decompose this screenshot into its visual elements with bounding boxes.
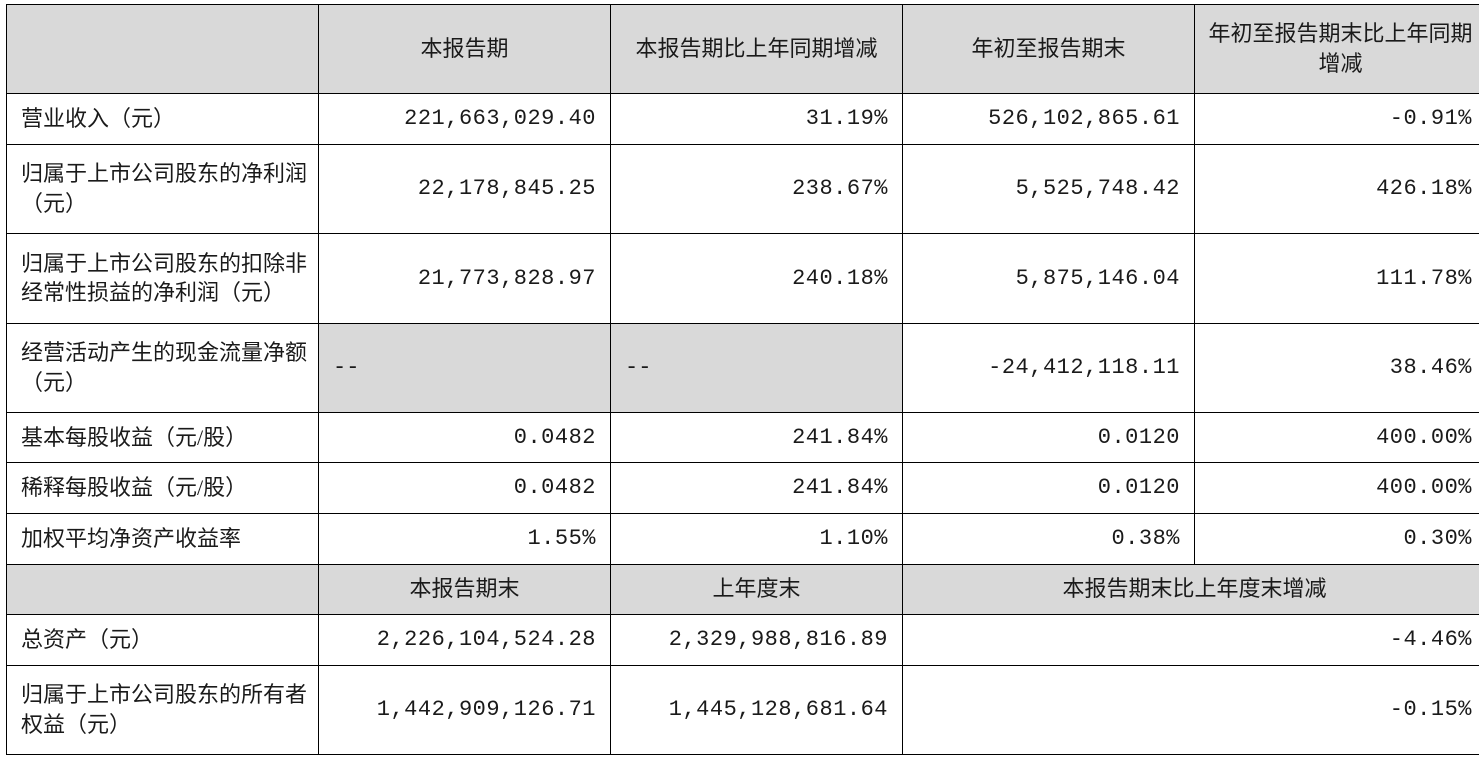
table-row: 加权平均净资产收益率 1.55% 1.10% 0.38% 0.30%	[7, 513, 1479, 564]
row-label: 归属于上市公司股东的扣除非经常性损益的净利润（元）	[7, 234, 319, 323]
financial-table: 本报告期 本报告期比上年同期增减 年初至报告期末 年初至报告期末比上年同期增减 …	[6, 4, 1479, 755]
header-row-bottom: 本报告期末 上年度末 本报告期末比上年度末增减	[7, 564, 1479, 615]
header-current-change: 本报告期比上年同期增减	[611, 5, 903, 94]
cell-value: 5,875,146.04	[903, 234, 1195, 323]
table-row: 经营活动产生的现金流量净额（元） -- -- -24,412,118.11 38…	[7, 323, 1479, 412]
row-label: 归属于上市公司股东的净利润（元）	[7, 144, 319, 233]
table-row: 基本每股收益（元/股） 0.0482 241.84% 0.0120 400.00…	[7, 412, 1479, 463]
header-end-change: 本报告期末比上年度末增减	[903, 564, 1479, 615]
row-label: 加权平均净资产收益率	[7, 513, 319, 564]
cell-value: 0.0120	[903, 412, 1195, 463]
header-ytd: 年初至报告期末	[903, 5, 1195, 94]
row-label: 稀释每股收益（元/股）	[7, 463, 319, 514]
table-row: 总资产（元） 2,226,104,524.28 2,329,988,816.89…	[7, 615, 1479, 666]
header-ytd-change: 年初至报告期末比上年同期增减	[1195, 5, 1479, 94]
cell-value: 221,663,029.40	[319, 94, 611, 145]
cell-value: 0.0482	[319, 463, 611, 514]
cell-value: 426.18%	[1195, 144, 1479, 233]
cell-value: 1,442,909,126.71	[319, 665, 611, 754]
cell-value: 400.00%	[1195, 412, 1479, 463]
cell-value: 1,445,128,681.64	[611, 665, 903, 754]
cell-value: -4.46%	[903, 615, 1479, 666]
header-period-end: 本报告期末	[319, 564, 611, 615]
cell-value: 2,226,104,524.28	[319, 615, 611, 666]
cell-value: 5,525,748.42	[903, 144, 1195, 233]
cell-value: 526,102,865.61	[903, 94, 1195, 145]
cell-value: -0.91%	[1195, 94, 1479, 145]
row-label: 营业收入（元）	[7, 94, 319, 145]
table-row: 稀释每股收益（元/股） 0.0482 241.84% 0.0120 400.00…	[7, 463, 1479, 514]
cell-value: 241.84%	[611, 463, 903, 514]
cell-value: -0.15%	[903, 665, 1479, 754]
cell-value: -24,412,118.11	[903, 323, 1195, 412]
cell-value: --	[611, 323, 903, 412]
header-current-period: 本报告期	[319, 5, 611, 94]
cell-value: 2,329,988,816.89	[611, 615, 903, 666]
row-label: 基本每股收益（元/股）	[7, 412, 319, 463]
header-row-top: 本报告期 本报告期比上年同期增减 年初至报告期末 年初至报告期末比上年同期增减	[7, 5, 1479, 94]
cell-value: 31.19%	[611, 94, 903, 145]
table-row: 归属于上市公司股东的所有者权益（元） 1,442,909,126.71 1,44…	[7, 665, 1479, 754]
cell-value: 0.0120	[903, 463, 1195, 514]
cell-value: 0.38%	[903, 513, 1195, 564]
cell-value: 0.30%	[1195, 513, 1479, 564]
header-blank	[7, 564, 319, 615]
cell-value: 21,773,828.97	[319, 234, 611, 323]
row-label: 经营活动产生的现金流量净额（元）	[7, 323, 319, 412]
cell-value: 241.84%	[611, 412, 903, 463]
cell-value: 0.0482	[319, 412, 611, 463]
header-blank	[7, 5, 319, 94]
row-label: 归属于上市公司股东的所有者权益（元）	[7, 665, 319, 754]
cell-value: 400.00%	[1195, 463, 1479, 514]
cell-value: --	[319, 323, 611, 412]
cell-value: 38.46%	[1195, 323, 1479, 412]
table-row: 营业收入（元） 221,663,029.40 31.19% 526,102,86…	[7, 94, 1479, 145]
cell-value: 111.78%	[1195, 234, 1479, 323]
cell-value: 238.67%	[611, 144, 903, 233]
header-last-year-end: 上年度末	[611, 564, 903, 615]
row-label: 总资产（元）	[7, 615, 319, 666]
table-row: 归属于上市公司股东的净利润（元） 22,178,845.25 238.67% 5…	[7, 144, 1479, 233]
cell-value: 240.18%	[611, 234, 903, 323]
cell-value: 1.10%	[611, 513, 903, 564]
cell-value: 22,178,845.25	[319, 144, 611, 233]
table-row: 归属于上市公司股东的扣除非经常性损益的净利润（元） 21,773,828.97 …	[7, 234, 1479, 323]
cell-value: 1.55%	[319, 513, 611, 564]
